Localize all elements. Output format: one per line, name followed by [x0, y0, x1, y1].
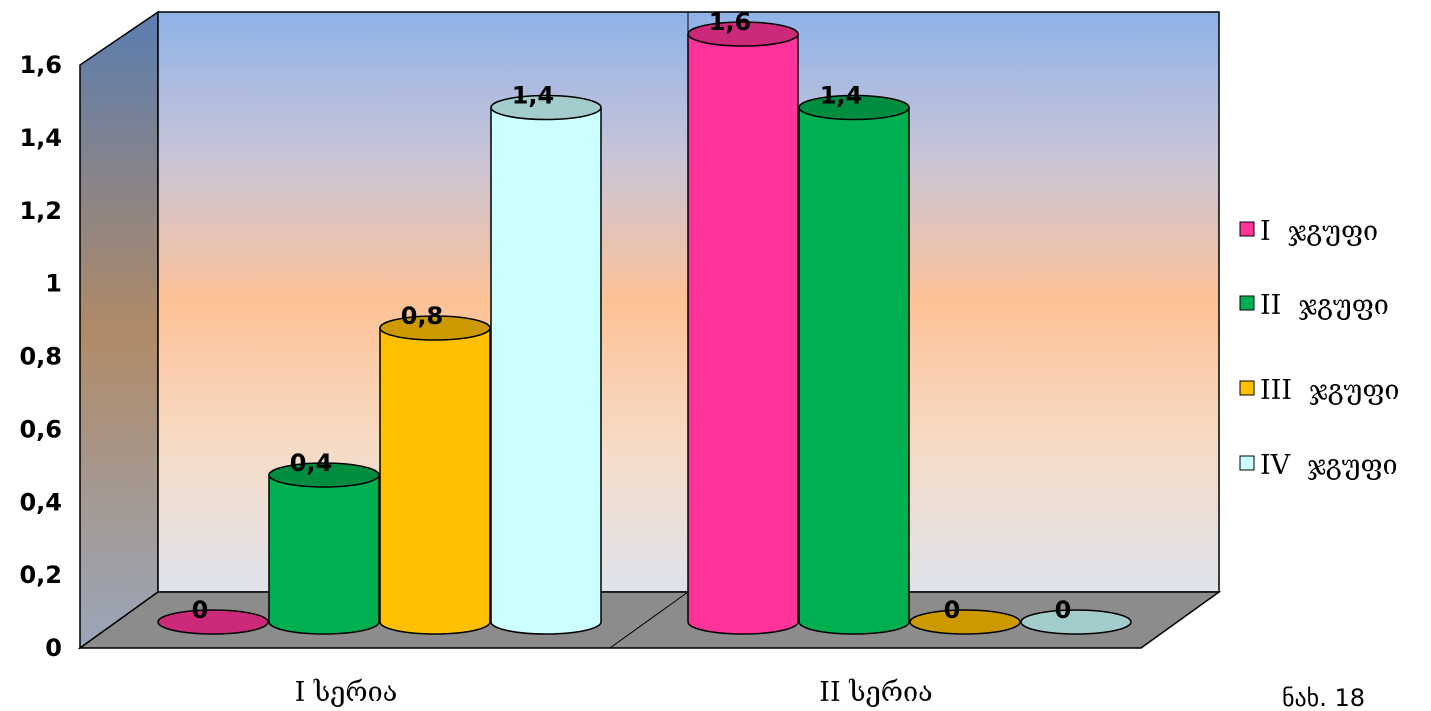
legend-swatch-3 [1239, 380, 1255, 396]
y-tick-label: 0 [45, 634, 62, 662]
y-axis: 0 0,2 0,4 0,6 0,8 1 1,2 1,4 1,6 [19, 51, 62, 662]
data-label: 0 [192, 596, 209, 624]
bar-body [798, 106, 910, 635]
bar-top [157, 609, 269, 635]
bar-body [379, 327, 491, 635]
bar-top [798, 94, 910, 121]
bar-top [687, 21, 799, 47]
legend-item-3: III ჯგუფი [1239, 375, 1399, 406]
side-wall [79, 10, 159, 650]
data-label: 0,4 [290, 449, 333, 477]
legend-label-2: II ჯგუფი [1260, 290, 1389, 321]
bar-top [909, 609, 1021, 635]
data-label: 0,8 [401, 302, 444, 330]
bar [1020, 609, 1132, 635]
bar-body [490, 106, 602, 635]
y-tick-label: 0,6 [19, 415, 62, 443]
bar [909, 609, 1021, 635]
legend-item-2: II ჯგუფი [1239, 290, 1389, 321]
legend: I ჯგუფი II ჯგუფი III ჯგუფი IV ჯგუფი [1239, 216, 1399, 481]
bar [379, 315, 491, 635]
y-tick-label: 0,2 [19, 561, 62, 589]
bar-top [490, 94, 602, 121]
bar-top [379, 315, 491, 341]
legend-swatch-2 [1239, 295, 1255, 311]
legend-item-4: IV ჯგუფი [1239, 450, 1398, 481]
data-labels: 0 0,4 0,8 1,4 1,6 1,4 0 0 [192, 8, 1072, 624]
data-label: 1,4 [820, 82, 863, 110]
y-tick-label: 1,2 [19, 197, 62, 225]
bars [157, 21, 1132, 635]
data-label: 0 [1055, 596, 1072, 624]
bar [687, 21, 799, 635]
bar [490, 94, 602, 635]
category-label-2: II სერია [819, 677, 932, 708]
legend-label-3: III ჯგუფი [1260, 375, 1399, 406]
data-label: 1,6 [709, 8, 752, 36]
bar-top [268, 462, 380, 488]
y-tick-label: 1 [45, 270, 62, 298]
legend-swatch-1 [1239, 221, 1255, 237]
data-label: 1,4 [512, 82, 555, 110]
bar [268, 462, 380, 635]
data-label: 0 [944, 596, 961, 624]
bar-body [268, 474, 380, 635]
y-tick-label: 0,4 [19, 488, 62, 516]
y-tick-label: 0,8 [19, 343, 62, 371]
legend-label-4: IV ჯგუფი [1260, 450, 1398, 481]
legend-swatch-4 [1239, 455, 1255, 471]
category-label-1: I სერია [295, 677, 398, 708]
bar-body [687, 33, 799, 635]
bar [798, 94, 910, 635]
legend-item-1: I ჯგუფი [1239, 216, 1378, 247]
figure-label: ნახ. 18 [1282, 684, 1365, 711]
y-tick-label: 1,4 [19, 124, 62, 152]
bar [157, 609, 269, 635]
y-tick-label: 1,6 [19, 51, 62, 79]
bar-top [1020, 609, 1132, 635]
legend-label-1: I ჯგუფი [1260, 216, 1378, 247]
floor-divider [609, 591, 689, 649]
